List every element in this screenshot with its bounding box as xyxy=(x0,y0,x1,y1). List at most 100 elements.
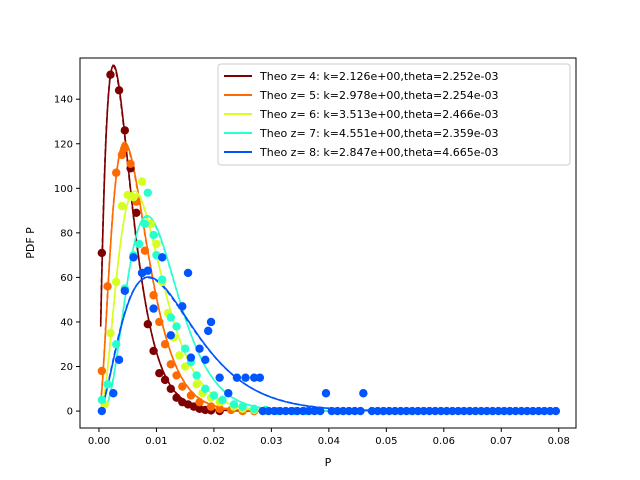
data-point xyxy=(117,150,127,160)
data-point xyxy=(545,406,555,416)
data-point xyxy=(97,248,107,258)
data-point xyxy=(140,246,150,255)
data-point xyxy=(103,282,112,291)
data-point xyxy=(339,406,348,416)
data-point xyxy=(112,277,121,287)
data-point xyxy=(186,353,196,362)
data-point xyxy=(356,406,365,416)
data-point xyxy=(488,406,497,416)
y-tick-label: 120 xyxy=(54,139,73,150)
data-point xyxy=(157,253,167,262)
data-point xyxy=(112,340,121,349)
data-point xyxy=(224,389,233,398)
data-point xyxy=(402,406,411,416)
data-point xyxy=(344,406,354,416)
data-point xyxy=(209,391,219,400)
y-tick-label: 40 xyxy=(60,317,73,328)
x-tick-label: 0.08 xyxy=(548,436,570,447)
data-point xyxy=(175,351,184,360)
data-point xyxy=(534,406,543,416)
y-axis-label: PDF P xyxy=(24,227,37,259)
data-point xyxy=(155,369,164,378)
data-point xyxy=(149,304,158,313)
y-tick-label: 20 xyxy=(60,362,73,373)
data-point xyxy=(249,373,259,382)
y-tick-label: 100 xyxy=(54,184,73,195)
data-point xyxy=(114,86,124,95)
data-point xyxy=(232,373,242,382)
data-point xyxy=(201,355,210,365)
data-point xyxy=(316,406,325,416)
y-tick-label: 0 xyxy=(67,407,73,418)
data-point xyxy=(522,406,532,416)
data-point xyxy=(152,239,161,249)
data-point xyxy=(298,406,308,416)
x-tick-label: 0.06 xyxy=(433,436,455,447)
data-point xyxy=(229,400,239,409)
data-point xyxy=(109,389,118,398)
data-point xyxy=(350,406,359,416)
data-point xyxy=(310,406,319,416)
data-point xyxy=(97,366,107,376)
data-point xyxy=(97,406,107,416)
data-point xyxy=(195,397,204,407)
legend-entry: Theo z= 6: k=3.513e+00,theta=2.466e-03 xyxy=(259,108,498,121)
data-point xyxy=(385,406,394,416)
data-point xyxy=(270,406,279,416)
y-axis-ticks: 0 20 40 60 80 100 120 140 xyxy=(54,95,80,418)
data-point xyxy=(373,406,382,416)
data-point xyxy=(293,406,302,416)
data-point xyxy=(192,371,201,380)
theory-curve xyxy=(99,141,552,412)
data-point xyxy=(106,70,115,79)
data-point xyxy=(129,253,138,262)
x-tick-label: 0.05 xyxy=(375,436,397,447)
data-point xyxy=(160,375,170,385)
data-point xyxy=(103,380,112,389)
data-point xyxy=(186,391,196,400)
data-point xyxy=(137,177,147,186)
data-point xyxy=(178,302,187,311)
data-point xyxy=(494,406,503,416)
data-point xyxy=(201,384,210,393)
data-point xyxy=(218,395,227,405)
data-point xyxy=(120,144,130,153)
data-point xyxy=(379,406,388,416)
data-point xyxy=(195,344,204,353)
data-point xyxy=(120,126,130,135)
legend-box xyxy=(217,63,571,166)
data-point xyxy=(157,275,167,284)
data-point xyxy=(166,331,176,340)
data-point xyxy=(255,373,265,382)
legend-entry: Theo z= 5: k=2.978e+00,theta=2.254e-03 xyxy=(259,89,498,102)
data-point xyxy=(528,406,538,416)
data-point xyxy=(425,406,434,416)
data-point xyxy=(215,404,224,414)
y-tick-label: 60 xyxy=(60,273,73,284)
data-point xyxy=(287,406,296,416)
data-point xyxy=(436,406,446,416)
data-point xyxy=(419,406,428,416)
data-point xyxy=(465,406,474,416)
data-points xyxy=(97,70,561,416)
x-tick-label: 0.01 xyxy=(145,436,167,447)
data-point xyxy=(471,406,480,416)
x-axis-ticks: 0.00 0.01 0.02 0.03 0.04 0.05 0.06 0.07 0.08 xyxy=(88,428,570,447)
data-point xyxy=(155,317,164,327)
data-point xyxy=(149,291,158,300)
data-point xyxy=(117,201,127,211)
data-point xyxy=(172,393,181,402)
data-point xyxy=(203,326,213,336)
data-point xyxy=(304,406,313,416)
data-point xyxy=(166,313,176,322)
data-point xyxy=(206,402,216,411)
y-tick-label: 140 xyxy=(54,95,73,106)
data-point xyxy=(517,406,526,416)
data-point xyxy=(511,406,520,416)
data-point xyxy=(249,404,259,414)
data-point xyxy=(390,406,400,416)
data-point xyxy=(180,362,190,371)
data-point xyxy=(178,382,187,391)
data-point xyxy=(146,219,155,229)
